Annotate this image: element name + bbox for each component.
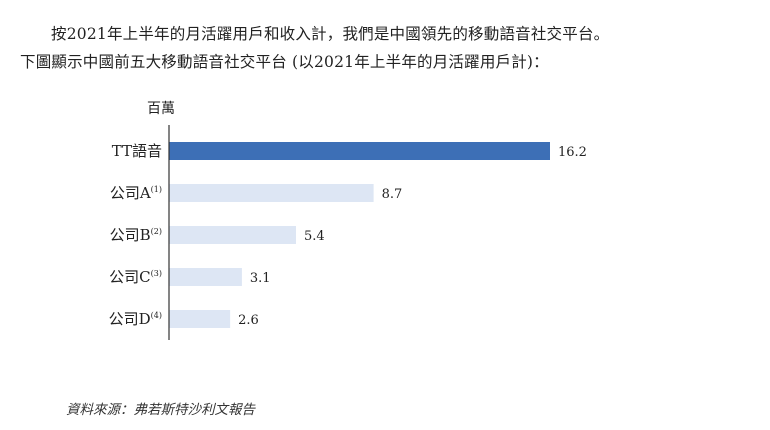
value-label-0: 16.2 bbox=[558, 145, 587, 160]
value-label-2: 5.4 bbox=[304, 229, 325, 244]
value-label-3: 3.1 bbox=[250, 271, 271, 286]
intro-line-2: 下圖顯示中國前五大移動語音社交平台 (以2021年上半年的月活躍用戶計)： bbox=[20, 53, 549, 71]
bar-1 bbox=[169, 184, 374, 202]
unit-label: 百萬 bbox=[147, 101, 175, 117]
bar-3 bbox=[169, 268, 242, 286]
category-label-1: 公司A(1) bbox=[110, 184, 162, 202]
value-label-4: 2.6 bbox=[238, 313, 259, 328]
intro-line-1: 按2021年上半年的月活躍用戶和收入計，我們是中國領先的移動語音社交平台。 bbox=[51, 25, 610, 43]
source-note: 資料來源：弗若斯特沙利文報告 bbox=[66, 402, 255, 418]
category-label-3: 公司C(3) bbox=[109, 268, 162, 286]
bar-0 bbox=[169, 142, 550, 160]
category-label-0: TT語音 bbox=[112, 142, 162, 160]
category-label-2: 公司B(2) bbox=[110, 226, 162, 244]
category-label-4: 公司D(4) bbox=[109, 310, 162, 328]
value-label-1: 8.7 bbox=[382, 187, 403, 202]
bar-2 bbox=[169, 226, 296, 244]
bar-4 bbox=[169, 310, 231, 328]
